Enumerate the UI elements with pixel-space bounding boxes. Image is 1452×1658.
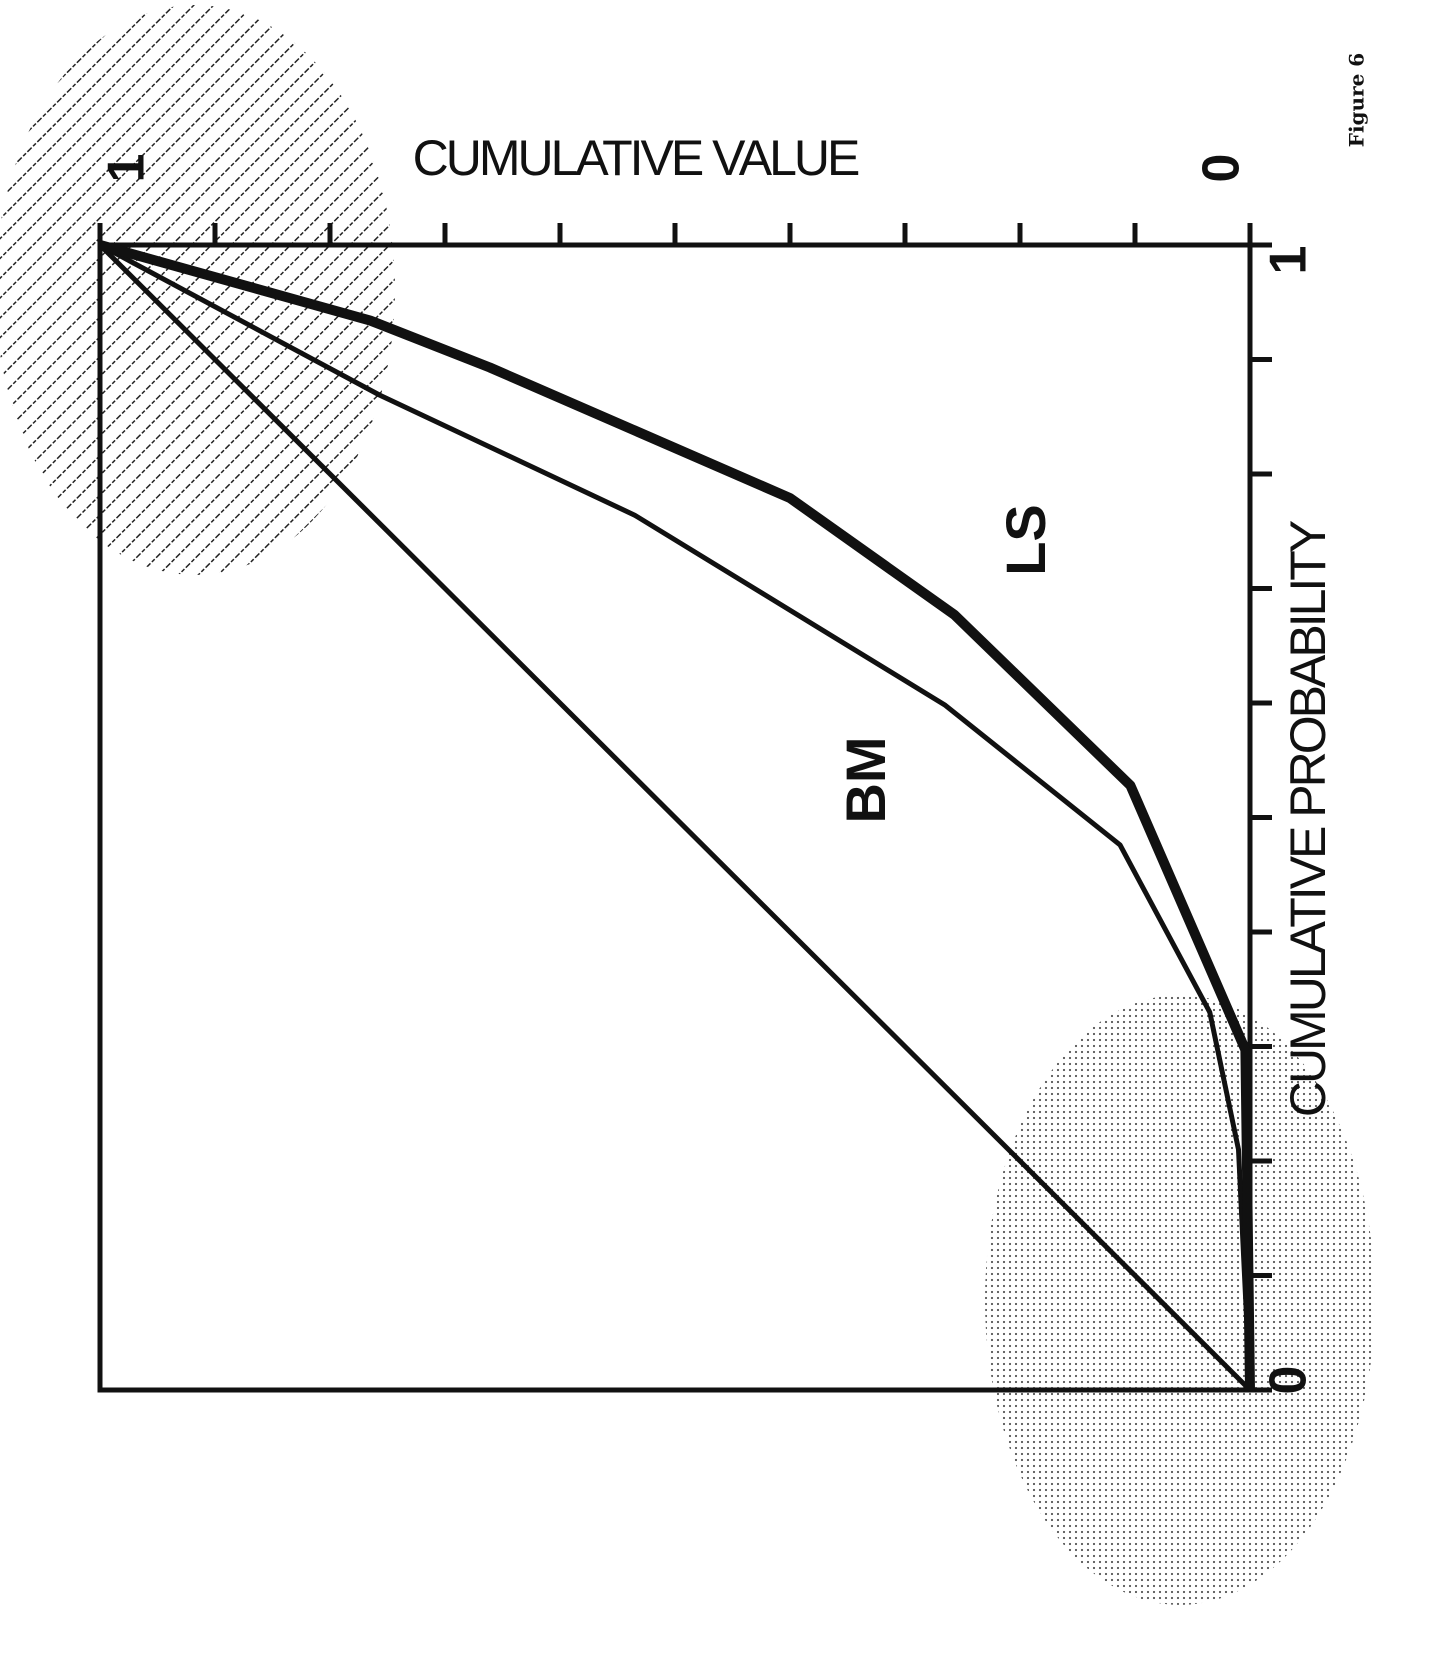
series-line xyxy=(98,242,1253,1391)
y-axis-label: CUMULATIVE VALUE xyxy=(413,130,859,186)
x-axis-label: CUMULATIVE PROBABILITY xyxy=(1280,520,1336,1117)
y-tick-label: 0 xyxy=(1193,154,1251,183)
series-line xyxy=(98,240,1255,1391)
dotted-region xyxy=(985,995,1375,1605)
hatched-region xyxy=(0,5,395,575)
series-line xyxy=(98,243,1252,1392)
series-label: BM xyxy=(834,736,897,823)
x-tick-label: 1 xyxy=(1260,246,1318,275)
y-tick-label: 1 xyxy=(98,154,156,183)
figure-label: Figure 6 xyxy=(1345,53,1369,147)
x-tick-label: 0 xyxy=(1260,1366,1318,1395)
series-label: LS xyxy=(994,504,1057,576)
